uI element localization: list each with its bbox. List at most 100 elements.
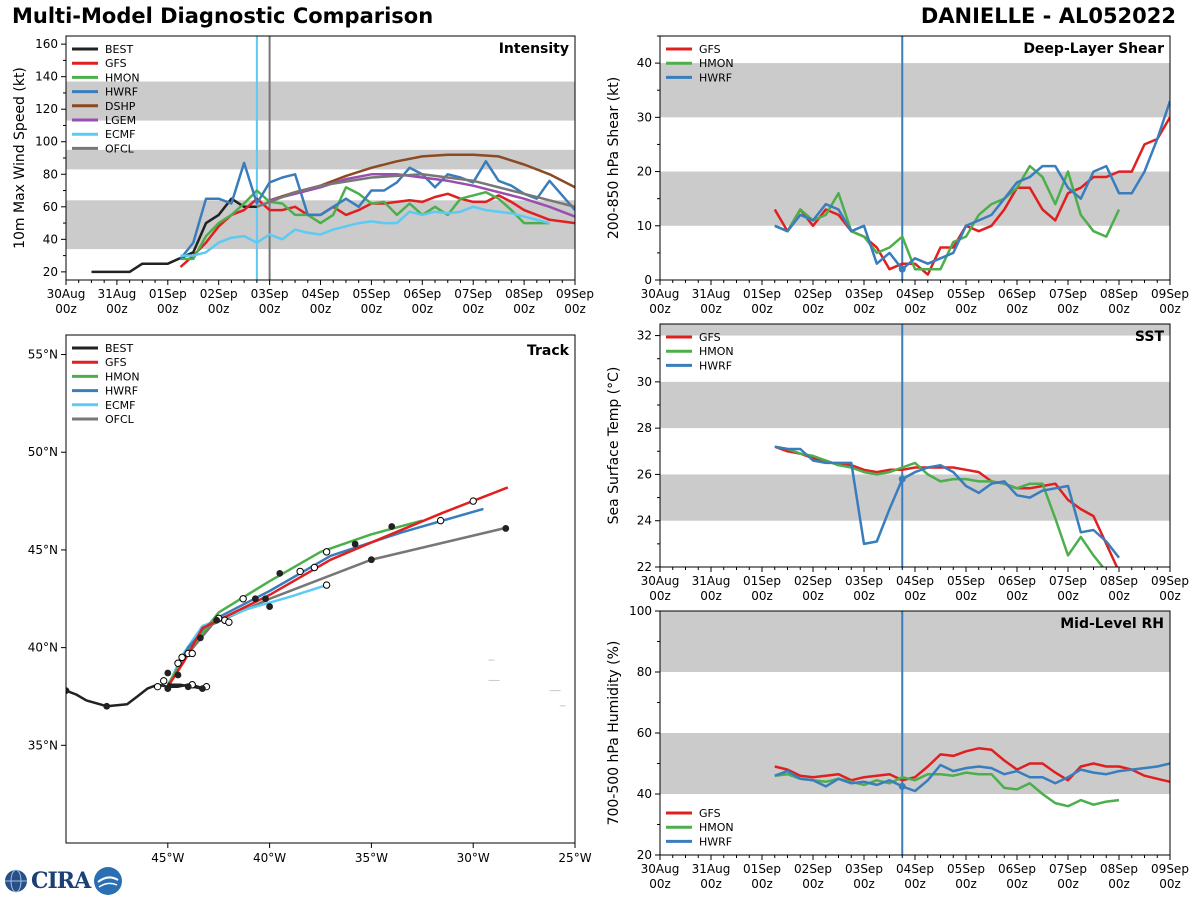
- x-tick-label: 04Sep: [896, 862, 934, 876]
- x-tick-sublabel: 00z: [1057, 302, 1079, 316]
- x-tick-label: 01Sep: [149, 287, 187, 301]
- x-tick-label: 07Sep: [454, 287, 492, 301]
- legend-label-gfs: GFS: [699, 807, 721, 820]
- x-tick-sublabel: 00z: [1057, 589, 1079, 603]
- series-line-hwrf: [774, 100, 1170, 271]
- track-line-hmon: [166, 519, 423, 686]
- x-tick-sublabel: 00z: [564, 302, 586, 316]
- y-tick-label: 0: [644, 273, 652, 287]
- x-tick-label: 03Sep: [251, 287, 289, 301]
- track-open-marker: [239, 595, 247, 603]
- x-tick-label: 31Aug: [692, 862, 731, 876]
- legend-label-hmon: HMON: [105, 370, 140, 383]
- x-tick-label: 06Sep: [403, 287, 441, 301]
- plot-frame: [65, 334, 576, 844]
- x-tick-label: 03Sep: [845, 574, 883, 588]
- track-line-best: [66, 682, 204, 708]
- track-open-marker: [188, 649, 196, 658]
- legend-label-ofcl: OFCL: [105, 142, 135, 155]
- series-line-ofcl: [256, 173, 575, 209]
- x-tick-label: 35°W: [355, 851, 388, 865]
- y-tick-label: 30: [637, 375, 652, 389]
- x-tick-sublabel: 00z: [853, 302, 875, 316]
- track-open-marker: [310, 563, 319, 572]
- y-tick-label: 40°N: [28, 641, 58, 655]
- x-tick-sublabel: 00z: [751, 302, 773, 316]
- x-tick-sublabel: 00z: [412, 302, 434, 316]
- y-tick-label: 40: [43, 232, 58, 246]
- legend-label-ofcl: OFCL: [105, 413, 135, 426]
- legend-label-hwrf: HWRF: [699, 359, 732, 372]
- chart-title: Mid-Level RH: [1060, 616, 1164, 632]
- x-tick-sublabel: 00z: [853, 877, 875, 891]
- x-tick-sublabel: 00z: [700, 302, 722, 316]
- track-filled-marker: [213, 616, 221, 624]
- x-tick-label: 09Sep: [1151, 574, 1189, 588]
- x-tick-sublabel: 00z: [157, 302, 179, 316]
- legend-label-hwrf: HWRF: [105, 385, 138, 398]
- legend-label-best: BEST: [105, 342, 133, 355]
- x-tick-sublabel: 00z: [853, 589, 875, 603]
- shade-band-1: [660, 611, 1170, 672]
- x-tick-sublabel: 00z: [1108, 877, 1130, 891]
- track-open-marker: [153, 682, 162, 691]
- plot-area: [774, 445, 1120, 567]
- legend-label-hwrf: HWRF: [699, 835, 732, 848]
- series-line-hwrf: [774, 445, 1120, 559]
- x-tick-label: 07Sep: [1049, 287, 1087, 301]
- y-axis-label: 200-850 hPa Shear (kt): [606, 77, 622, 239]
- y-tick-label: 100: [629, 604, 652, 618]
- x-tick-sublabel: 00z: [208, 302, 230, 316]
- y-tick-label: 20: [637, 848, 652, 862]
- globe-icon: [5, 869, 27, 893]
- track-filled-marker: [196, 634, 204, 642]
- x-tick-label: 09Sep: [1151, 862, 1189, 876]
- plot-area: [91, 153, 575, 274]
- x-tick-label: 30°W: [457, 851, 490, 865]
- x-tick-label: 05Sep: [947, 574, 985, 588]
- legend-label-gfs: GFS: [699, 43, 721, 56]
- legend-label-hwrf: HWRF: [105, 86, 138, 99]
- shade-band-1: [66, 149, 575, 170]
- y-axis-label: Sea Surface Temp (°C): [606, 367, 622, 525]
- series-line-hwrf: [179, 160, 575, 260]
- satellite-emblem-icon: [94, 867, 123, 895]
- y-tick-label: 60: [637, 726, 652, 740]
- x-tick-label: 09Sep: [556, 287, 594, 301]
- chart-track: 45°W 40°W 35°W 30°W 25°W 35°N 40°N 45°N 50°N 55°N…: [28, 334, 592, 865]
- y-tick-label: 120: [35, 102, 58, 116]
- legend-label-hwrf: HWRF: [699, 71, 732, 84]
- page-title: Multi-Model Diagnostic Comparison: [12, 4, 434, 28]
- track-filled-marker: [164, 669, 172, 677]
- x-tick-label: 04Sep: [896, 287, 934, 301]
- legend-label-hmon: HMON: [105, 71, 140, 84]
- y-tick-label: 20: [43, 265, 58, 279]
- x-tick-sublabel: 00z: [955, 302, 977, 316]
- x-tick-label: 01Sep: [743, 862, 781, 876]
- x-tick-label: 06Sep: [998, 287, 1036, 301]
- track-filled-marker: [266, 603, 273, 610]
- series-line-hwrf: [774, 762, 1170, 793]
- chart-shear: 01020304030Aug00z31Aug00z01Sep00z02Sep00…: [606, 35, 1189, 316]
- track-filled-marker: [388, 523, 396, 530]
- track-filled-marker: [174, 671, 182, 679]
- series-line-gfs: [773, 116, 1170, 276]
- y-tick-label: 80: [637, 665, 652, 679]
- cira-logo: CIRA: [4, 866, 123, 896]
- x-tick-sublabel: 00z: [310, 302, 332, 316]
- y-axis-label: 10m Max Wind Speed (kt): [12, 67, 28, 249]
- x-tick-label: 02Sep: [794, 574, 832, 588]
- track-filled-marker: [164, 685, 172, 693]
- x-tick-sublabel: 00z: [802, 877, 824, 891]
- legend-label-hmon: HMON: [699, 821, 734, 834]
- y-tick-label: 50°N: [28, 445, 58, 459]
- track-open-marker: [322, 581, 331, 589]
- x-tick-sublabel: 00z: [802, 302, 824, 316]
- shade-band-2: [66, 81, 575, 121]
- x-tick-label: 03Sep: [845, 862, 883, 876]
- y-tick-label: 60: [43, 200, 58, 214]
- x-tick-sublabel: 00z: [462, 302, 484, 316]
